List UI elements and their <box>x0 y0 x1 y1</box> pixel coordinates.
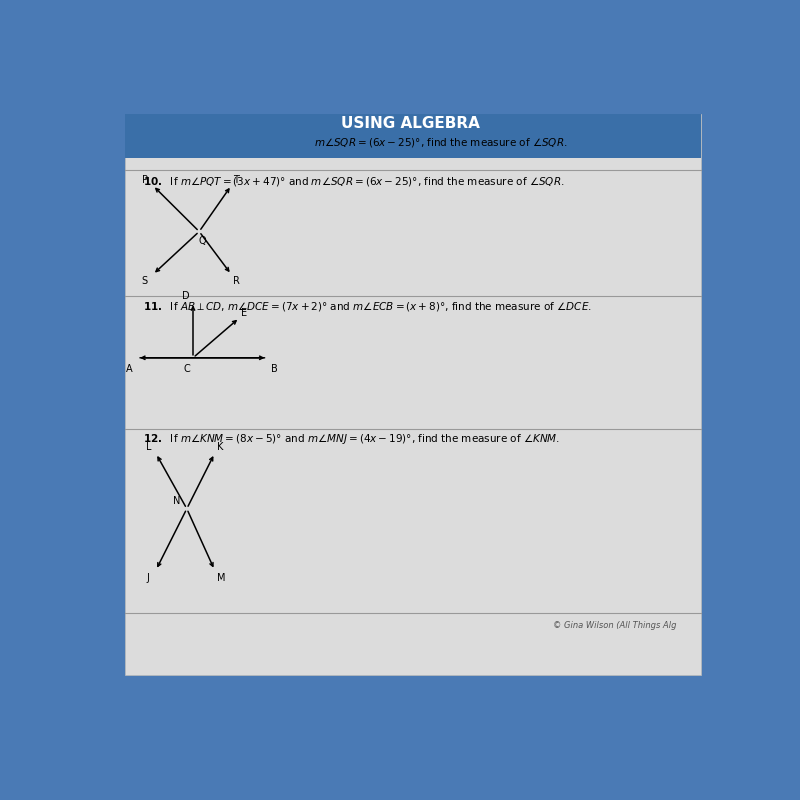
Text: C: C <box>183 364 190 374</box>
Text: © Gina Wilson (All Things Alg: © Gina Wilson (All Things Alg <box>553 622 677 630</box>
Text: L: L <box>146 442 151 452</box>
Text: $m\angle SQR = (6x - 25)°$, find the measure of $\angle SQR$.: $m\angle SQR = (6x - 25)°$, find the mea… <box>314 136 568 149</box>
Text: K: K <box>217 442 223 452</box>
Text: T: T <box>234 175 239 186</box>
FancyBboxPatch shape <box>125 114 702 158</box>
Text: B: B <box>271 364 278 374</box>
Text: A: A <box>126 364 133 374</box>
Text: J: J <box>147 573 150 582</box>
Text: Q: Q <box>198 236 206 246</box>
Text: N: N <box>173 496 181 506</box>
Text: P: P <box>142 175 148 186</box>
Text: D: D <box>182 291 190 302</box>
Text: M: M <box>217 573 225 582</box>
Text: $\mathbf{10.}$  If $m\angle PQT = (3x + 47)°$ and $m\angle SQR = (6x - 25)°$, fi: $\mathbf{10.}$ If $m\angle PQT = (3x + 4… <box>143 174 565 187</box>
Text: USING ALGEBRA: USING ALGEBRA <box>341 116 479 131</box>
Text: R: R <box>233 276 240 286</box>
Text: $\mathbf{11.}$  If $AB \perp CD$, $m\angle DCE = (7x + 2)°$ and $m\angle ECB = (: $\mathbf{11.}$ If $AB \perp CD$, $m\angl… <box>143 300 592 313</box>
Text: E: E <box>242 309 247 318</box>
Text: S: S <box>142 276 148 286</box>
Text: $\mathbf{12.}$  If $m\angle KNM = (8x - 5)°$ and $m\angle MNJ = (4x - 19)°$, fin: $\mathbf{12.}$ If $m\angle KNM = (8x - 5… <box>143 432 561 446</box>
FancyBboxPatch shape <box>125 114 702 675</box>
